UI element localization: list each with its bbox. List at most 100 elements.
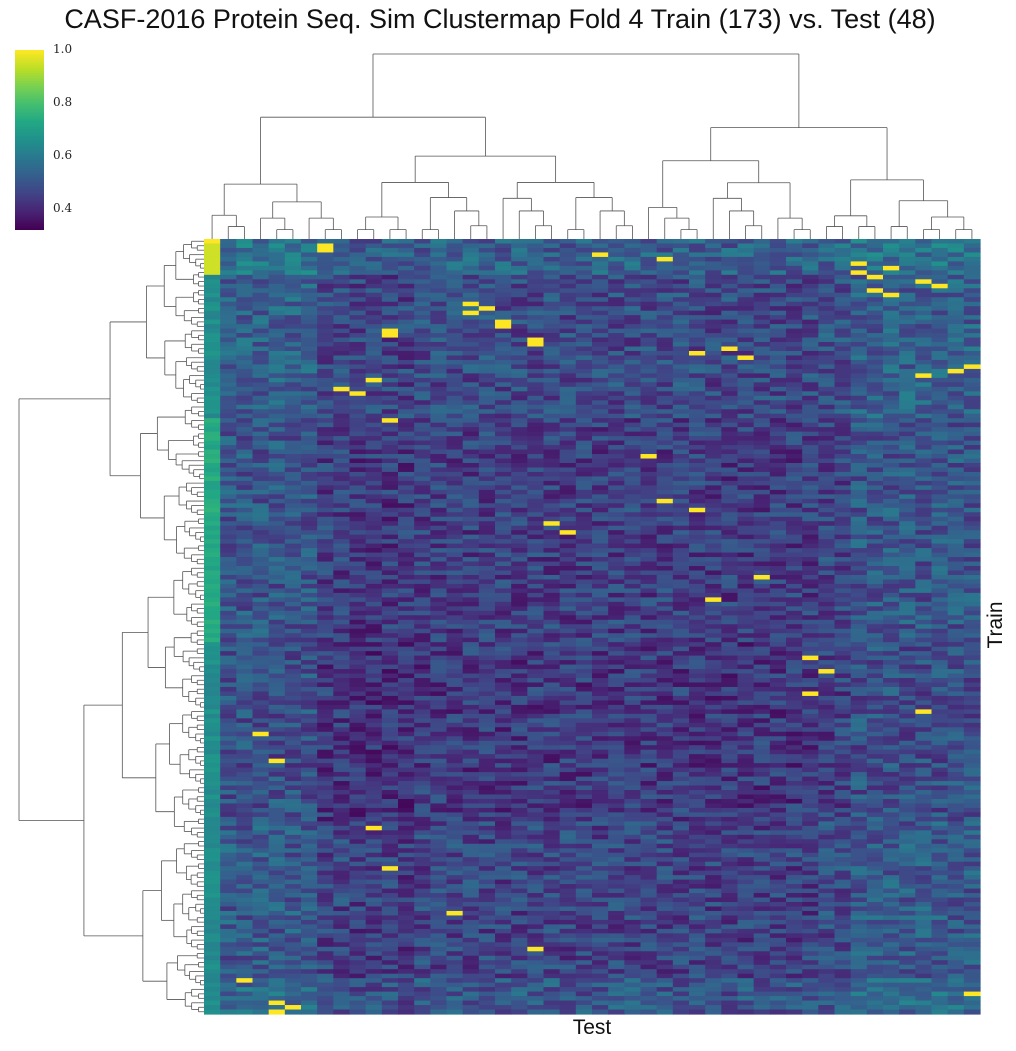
- heatmap-cell: [381, 678, 399, 684]
- heatmap-cell: [398, 494, 415, 500]
- heatmap-cell: [705, 669, 722, 675]
- heatmap-cell: [899, 579, 916, 585]
- heatmap-cell: [705, 301, 722, 307]
- heatmap-cell: [689, 409, 706, 415]
- heatmap-cell: [737, 247, 755, 254]
- heatmap-cell: [236, 342, 254, 348]
- heatmap-cell: [705, 261, 722, 267]
- heatmap-cell: [705, 382, 722, 388]
- heatmap-cell: [252, 324, 270, 330]
- heatmap-cell: [753, 619, 771, 625]
- heatmap-cell: [559, 297, 577, 303]
- heatmap-cell: [656, 418, 674, 424]
- heatmap-cell: [381, 489, 399, 495]
- heatmap-cell: [527, 673, 545, 679]
- heatmap-cell: [721, 422, 739, 428]
- heatmap-cell: [204, 445, 221, 451]
- heatmap-cell: [204, 342, 221, 348]
- heatmap-cell: [721, 624, 739, 630]
- heatmap-cell: [834, 337, 852, 343]
- heatmap-cell: [786, 247, 803, 254]
- heatmap-cell: [640, 274, 658, 280]
- heatmap-cell: [883, 445, 900, 451]
- heatmap-cell: [511, 386, 528, 392]
- heatmap-cell: [220, 678, 237, 684]
- heatmap-cell: [527, 377, 545, 383]
- heatmap-cell: [592, 247, 609, 254]
- heatmap-cell: [381, 409, 399, 415]
- heatmap-cell: [608, 333, 625, 339]
- heatmap-cell: [252, 489, 270, 495]
- heatmap-cell: [365, 615, 383, 621]
- heatmap-cell: [705, 597, 722, 603]
- heatmap-cell: [640, 521, 658, 527]
- heatmap-cell: [284, 691, 302, 697]
- heatmap-cell: [511, 368, 528, 374]
- heatmap-cell: [511, 350, 528, 357]
- heatmap-cell: [414, 301, 431, 307]
- heatmap-cell: [575, 476, 593, 482]
- heatmap-cell: [204, 359, 221, 366]
- heatmap-cell: [915, 566, 933, 572]
- heatmap-cell: [446, 655, 464, 661]
- heatmap-cell: [575, 319, 593, 325]
- heatmap-cell: [769, 588, 787, 594]
- heatmap-cell: [575, 274, 593, 280]
- heatmap-cell: [478, 588, 496, 594]
- heatmap-cell: [947, 498, 965, 504]
- heatmap-cell: [883, 386, 900, 392]
- heatmap-cell: [236, 404, 254, 410]
- heatmap-cell: [381, 512, 399, 518]
- heatmap-cell: [381, 664, 399, 670]
- heatmap-cell: [802, 422, 819, 428]
- heatmap-cell: [899, 664, 916, 670]
- heatmap-cell: [317, 368, 334, 374]
- heatmap-cell: [414, 427, 431, 433]
- heatmap-cell: [236, 498, 254, 504]
- heatmap-cell: [511, 471, 528, 478]
- heatmap-cell: [721, 601, 739, 607]
- heatmap-cell: [737, 574, 755, 581]
- heatmap-cell: [317, 655, 334, 661]
- heatmap-cell: [915, 324, 933, 330]
- heatmap-cell: [866, 651, 884, 657]
- heatmap-cell: [559, 489, 577, 495]
- heatmap-cell: [252, 534, 270, 540]
- heatmap-cell: [834, 288, 852, 294]
- heatmap-cell: [559, 386, 577, 392]
- heatmap-cell: [349, 682, 367, 688]
- heatmap-cell: [398, 346, 415, 352]
- heatmap-cell: [495, 449, 512, 455]
- heatmap-cell: [301, 669, 318, 675]
- heatmap-cell: [705, 651, 722, 657]
- heatmap-cell: [915, 404, 933, 410]
- heatmap-cell: [834, 436, 852, 442]
- heatmap-cell: [802, 382, 819, 388]
- heatmap-cell: [268, 239, 286, 245]
- heatmap-cell: [624, 507, 642, 513]
- heatmap-cell: [769, 651, 787, 657]
- heatmap-cell: [236, 449, 254, 455]
- heatmap-cell: [963, 516, 981, 522]
- heatmap-cell: [769, 462, 787, 469]
- heatmap-cell: [495, 619, 512, 625]
- heatmap-cell: [689, 700, 706, 706]
- heatmap-cell: [430, 664, 448, 670]
- heatmap-cell: [818, 440, 836, 446]
- heatmap-cell: [333, 467, 351, 473]
- heatmap-cell: [236, 427, 254, 433]
- heatmap-cell: [802, 440, 819, 446]
- heatmap-cell: [301, 297, 318, 303]
- heatmap-cell: [624, 516, 642, 522]
- heatmap-cell: [818, 557, 836, 563]
- heatmap-cell: [252, 476, 270, 482]
- heatmap-cell: [689, 458, 706, 464]
- heatmap-cell: [559, 548, 577, 554]
- heatmap-cell: [883, 637, 900, 643]
- heatmap-cell: [769, 637, 787, 643]
- heatmap-cell: [575, 449, 593, 455]
- heatmap-cell: [446, 485, 464, 491]
- heatmap-cell: [753, 503, 771, 509]
- heatmap-cell: [786, 539, 803, 545]
- heatmap-cell: [381, 485, 399, 491]
